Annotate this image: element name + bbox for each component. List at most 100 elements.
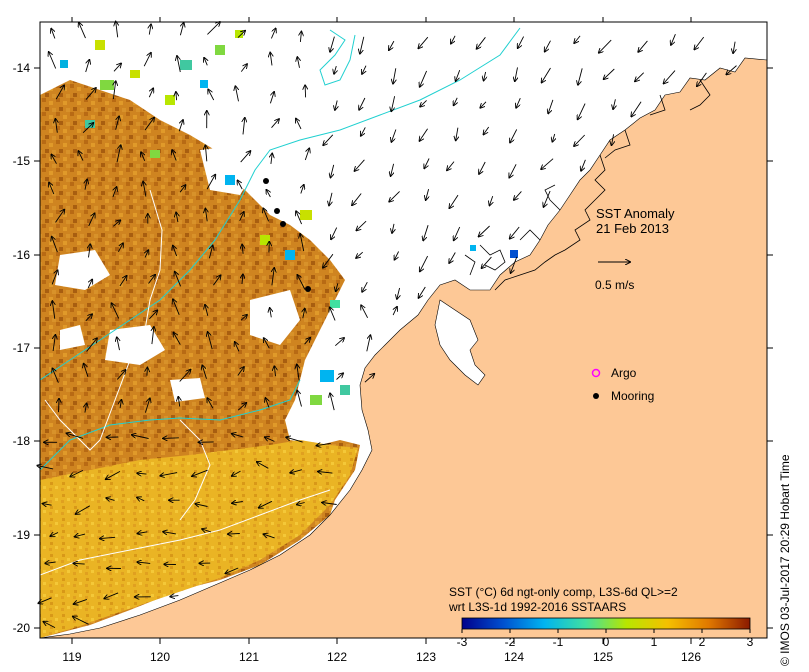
colorbar-caption-line1: SST (°C) 6d ngt-only comp, L3S-6d QL>=2 (449, 585, 678, 599)
current-vector (395, 251, 400, 260)
current-vector (454, 97, 458, 106)
current-vector (50, 533, 59, 537)
current-vector (330, 393, 335, 411)
current-vector (330, 36, 335, 52)
current-vector (264, 534, 275, 539)
current-vector (238, 180, 243, 190)
current-vector (235, 86, 238, 102)
current-vector (270, 308, 272, 318)
mooring-site (263, 178, 269, 184)
current-vector (272, 268, 274, 286)
current-vector (141, 152, 145, 161)
current-vector (296, 211, 303, 225)
current-vector (172, 150, 177, 161)
current-vector (334, 65, 336, 74)
current-vector (389, 40, 395, 50)
current-vector (74, 598, 88, 604)
current-vector (391, 163, 394, 176)
current-vector (232, 434, 244, 437)
lon-tick-label: 125 (593, 650, 613, 664)
plot-border (39, 21, 768, 639)
current-vector (355, 159, 365, 171)
current-vector (175, 272, 182, 287)
current-vector (544, 190, 551, 207)
lat-tick-label: -20 (13, 621, 31, 635)
current-vector (631, 101, 642, 117)
contour-white (40, 489, 331, 576)
current-vector (305, 85, 306, 98)
current-vector (322, 503, 337, 505)
current-vector (257, 462, 269, 469)
current-vector (271, 154, 272, 164)
current-vector (420, 255, 429, 271)
no-data-hole (55, 250, 110, 290)
current-vector (484, 126, 490, 134)
colorbar-ticks: -3 -2 -1 0 1 2 3 (457, 629, 754, 649)
current-vector (393, 307, 397, 316)
current-vector (143, 182, 146, 197)
coastline-detail (464, 79, 711, 291)
current-vector (118, 243, 123, 253)
colorbar-tick-label: 3 (747, 635, 754, 649)
current-vector (574, 35, 581, 43)
imos-credit: © IMOS 03-Jul-2017 20:29 Hobart Time (778, 454, 792, 666)
longitude-axis: 119 120 121 122 123 124 125 126 (62, 17, 701, 664)
lat-tick-label: -14 (13, 61, 31, 75)
no-data-hole (170, 378, 205, 402)
current-vector (454, 226, 461, 240)
current-vector (89, 244, 91, 258)
current-vector (356, 251, 363, 258)
current-vector (304, 338, 311, 345)
contour-cyan (40, 27, 521, 381)
current-vector (67, 433, 84, 439)
current-vector (613, 99, 615, 109)
current-vector (145, 250, 148, 258)
current-vector (329, 192, 332, 206)
current-vector (70, 469, 84, 476)
current-vector (207, 398, 214, 409)
current-vector (323, 134, 334, 145)
current-vector (53, 335, 55, 351)
current-vector (59, 399, 60, 413)
argo-marker-icon (591, 368, 601, 378)
current-vector (548, 99, 554, 114)
current-vector (232, 470, 241, 476)
current-vector (116, 22, 118, 38)
current-vector (297, 503, 305, 505)
current-vector (300, 234, 305, 252)
current-vector (213, 275, 220, 286)
current-vector (237, 367, 244, 376)
current-vector (43, 504, 52, 506)
current-vector (163, 532, 176, 534)
current-vector (138, 532, 148, 534)
current-vector (451, 35, 456, 44)
current-vector (270, 29, 275, 39)
current-vector (490, 195, 493, 205)
current-vector (420, 70, 428, 87)
current-vector (335, 338, 344, 347)
current-vector (106, 498, 115, 501)
current-vector (51, 270, 58, 285)
king-sound (434, 299, 486, 386)
current-vector (364, 374, 374, 383)
current-vector (202, 365, 207, 379)
current-vector (232, 502, 243, 504)
colorbar-caption-line2: wrt L3S-1d 1992-2016 SSTAARS (448, 600, 626, 614)
current-vector (510, 226, 520, 239)
land-australia (40, 57, 767, 638)
current-vector (205, 145, 206, 162)
current-vector (266, 190, 270, 198)
current-vector (317, 443, 331, 445)
current-vector (137, 497, 145, 500)
current-vector (148, 275, 156, 284)
current-vector (147, 368, 148, 376)
current-vector (55, 210, 65, 223)
mooring-site (305, 286, 311, 292)
current-vector (397, 287, 400, 299)
contour-white (179, 419, 211, 521)
current-vector (85, 403, 87, 413)
current-vector (265, 398, 269, 408)
current-vector (274, 366, 275, 377)
current-vector (323, 253, 334, 268)
current-vector (113, 187, 117, 197)
